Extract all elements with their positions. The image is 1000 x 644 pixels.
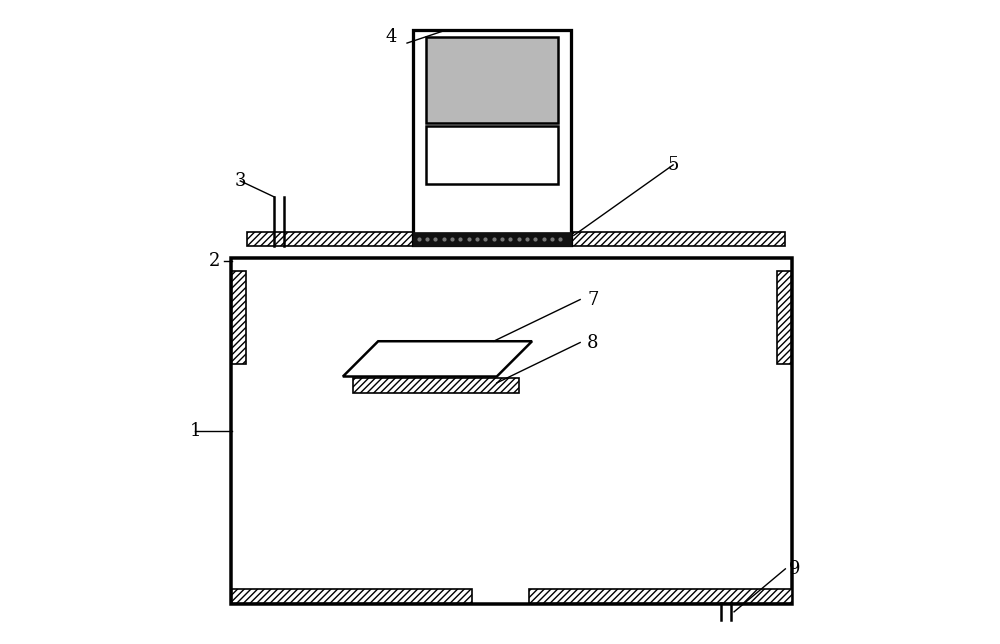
Text: 9: 9 (789, 560, 801, 578)
Bar (232, 589, 472, 603)
Text: 7: 7 (587, 290, 599, 308)
Text: 8: 8 (587, 334, 599, 352)
Bar (413, 30, 571, 245)
Bar (426, 126, 558, 184)
Bar (232, 270, 246, 364)
Bar (777, 270, 791, 364)
Text: 5: 5 (667, 156, 679, 174)
Text: 3: 3 (235, 172, 246, 190)
Bar (247, 232, 413, 247)
Bar (571, 232, 785, 247)
Bar (426, 37, 558, 123)
Polygon shape (343, 341, 532, 377)
Bar (353, 379, 519, 393)
Text: 1: 1 (190, 422, 201, 440)
Bar (231, 258, 792, 604)
Bar (529, 589, 792, 603)
Text: 4: 4 (385, 28, 397, 46)
Bar (413, 232, 571, 247)
Text: 2: 2 (209, 252, 220, 270)
